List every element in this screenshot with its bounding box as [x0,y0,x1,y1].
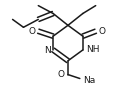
Text: O: O [57,70,64,79]
Text: O: O [28,27,35,36]
Text: N: N [44,46,51,55]
Text: Na: Na [83,76,95,85]
Text: NH: NH [86,45,99,54]
Text: O: O [99,27,106,36]
